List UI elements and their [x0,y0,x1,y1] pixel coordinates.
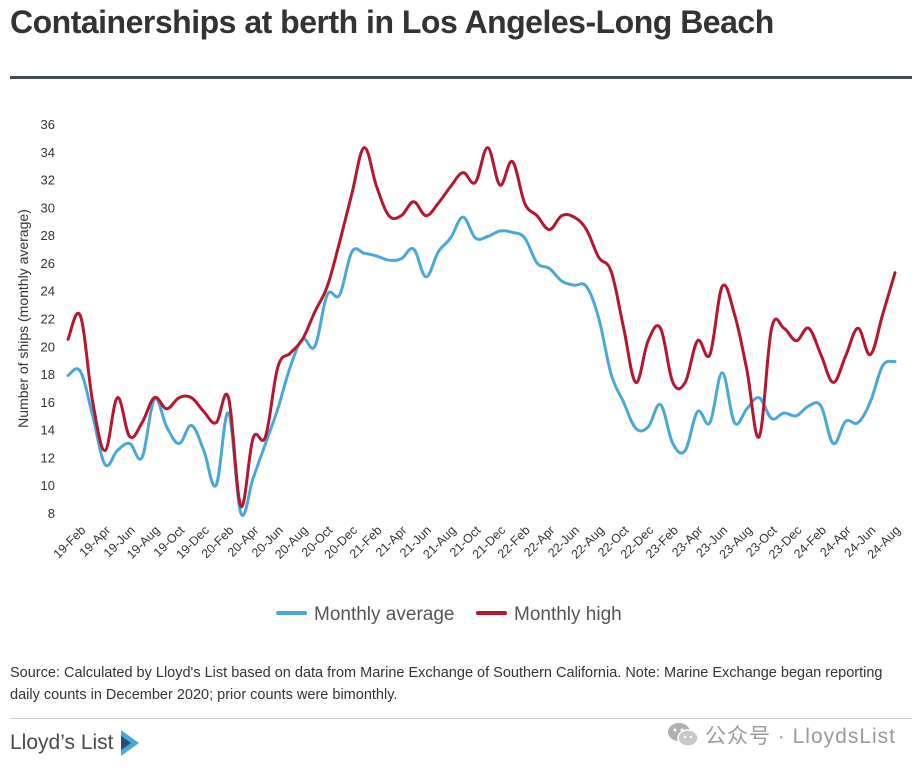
y-tick-label: 26 [41,256,55,271]
lloyds-list-logo-icon [120,730,139,756]
y-tick-label: 12 [41,450,55,465]
series-layer [66,146,897,517]
y-tick-label: 10 [41,478,55,493]
y-tick-label: 22 [41,312,55,327]
wechat-account-label: 公众号 · LloydsList [704,725,896,748]
y-tick-label: 24 [41,284,55,299]
footer-divider [10,718,912,719]
y-tick-label: 32 [41,173,55,188]
legend: Monthly average Monthly high [276,604,622,625]
legend-label-monthly-average: Monthly average [314,604,454,625]
y-tick-label: 16 [41,395,55,410]
source-note: Source: Calculated by Lloyd's List based… [10,665,883,703]
y-axis-title: Number of ships (monthly average) [15,209,31,428]
brand-name: Lloyd’s List [10,731,114,754]
line-chart: 8 10 12 14 16 18 20 22 24 26 28 30 32 34 36 Number of … [15,117,904,625]
legend-label-monthly-high: Monthly high [514,604,622,625]
y-tick-label: 30 [41,200,55,215]
wechat-icon [667,723,699,747]
brand-logo: Lloyd’s List [10,728,141,758]
y-axis: 8 10 12 14 16 18 20 22 24 26 28 30 32 34 36 [41,117,55,521]
y-tick-label: 8 [48,506,55,521]
series-line-monthly-high [66,146,897,508]
y-tick-label: 20 [41,339,55,354]
y-tick-label: 28 [41,228,55,243]
x-axis: 19-Feb19-Apr19-Jun19-Aug19-Oct19-Dec20-F… [51,523,904,562]
y-tick-label: 14 [41,423,55,438]
chart-title: Containerships at berth in Los Angeles-L… [10,4,774,40]
series-line-monthly-average [66,215,897,517]
title-divider [10,76,912,79]
y-tick-label: 34 [41,145,55,160]
wechat-watermark: 公众号 · LloydsList [667,718,896,752]
y-tick-label: 36 [41,117,55,132]
y-tick-label: 18 [41,367,55,382]
